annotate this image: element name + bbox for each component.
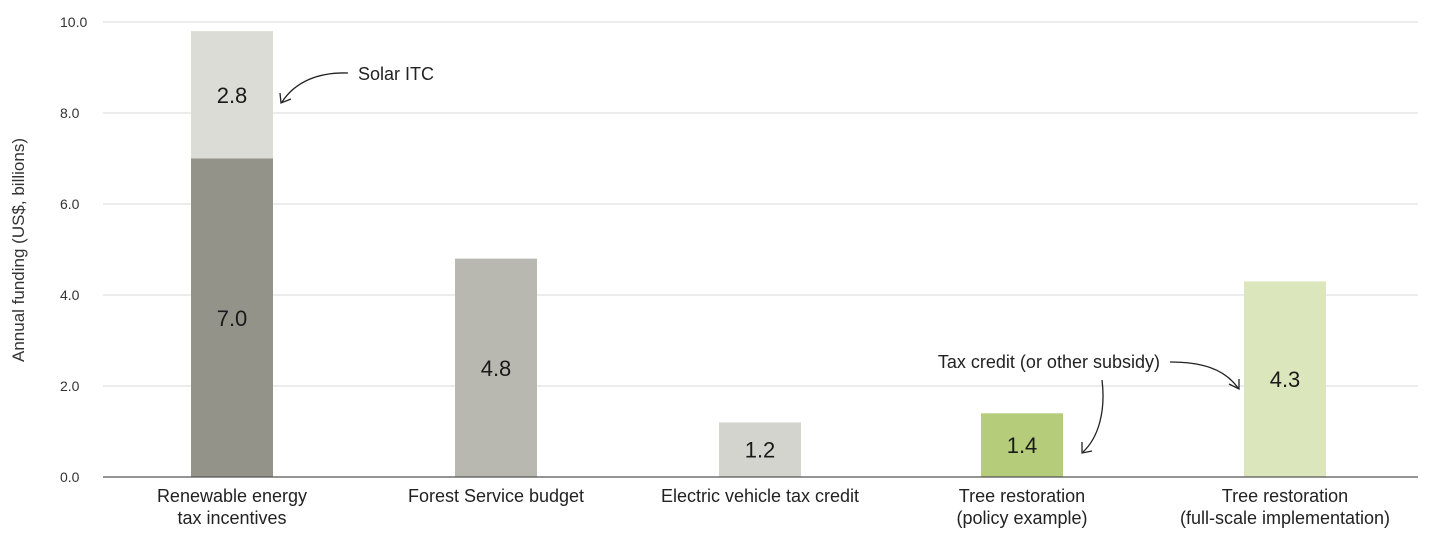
y-tick-label: 6.0 [60, 196, 80, 212]
x-category-label: Forest Service budget [408, 486, 584, 506]
y-tick-label: 4.0 [60, 287, 80, 303]
tax-credit-arrow-left [1082, 379, 1104, 453]
bar-segment [455, 258, 537, 477]
y-tick-label: 8.0 [60, 105, 80, 121]
x-category-label: Tree restoration [1222, 486, 1348, 506]
bar-segment [1244, 281, 1326, 477]
annotation-tax-credit: Tax credit (or other subsidy) [938, 352, 1240, 454]
bar-segment [191, 31, 273, 159]
y-tick-label: 2.0 [60, 378, 80, 394]
bar-value-label: 2.8 [217, 83, 248, 108]
tax-credit-arrowhead-left [1081, 442, 1093, 454]
y-axis-ticks: 0.0 2.0 4.0 6.0 8.0 10.0 [60, 14, 87, 485]
x-category-label: (full-scale implementation) [1180, 508, 1390, 528]
x-category-label: Electric vehicle tax credit [661, 486, 859, 506]
bars: 7.0 2.8 4.8 1.2 1.4 4.3 [191, 31, 1326, 477]
x-category-label: Tree restoration [959, 486, 1085, 506]
solar-itc-label: Solar ITC [358, 64, 434, 84]
bar-segment [719, 422, 801, 477]
annotation-solar-itc: Solar ITC [279, 64, 434, 104]
x-category-label: (policy example) [956, 508, 1087, 528]
bar-segment [981, 413, 1063, 477]
bar-value-label: 1.4 [1007, 433, 1038, 458]
y-axis-label: Annual funding (US$, billions) [9, 138, 28, 362]
y-tick-label: 10.0 [60, 14, 87, 30]
bar-value-label: 4.8 [481, 356, 512, 381]
gridlines [103, 21, 1418, 387]
tax-credit-label: Tax credit (or other subsidy) [938, 352, 1160, 372]
y-tick-label: 0.0 [60, 469, 80, 485]
bar-value-label: 4.3 [1270, 367, 1301, 392]
x-category-label: tax incentives [177, 508, 286, 528]
tax-credit-arrow-right [1169, 361, 1239, 389]
solar-itc-arrowhead [279, 92, 292, 104]
solar-itc-arrow [281, 72, 349, 103]
bar-segment [191, 158, 273, 477]
x-category-label: Renewable energy [157, 486, 307, 506]
bar-value-label: 1.2 [745, 438, 776, 463]
bar-value-label: 7.0 [217, 306, 248, 331]
tax-credit-arrowhead-right [1228, 379, 1240, 391]
